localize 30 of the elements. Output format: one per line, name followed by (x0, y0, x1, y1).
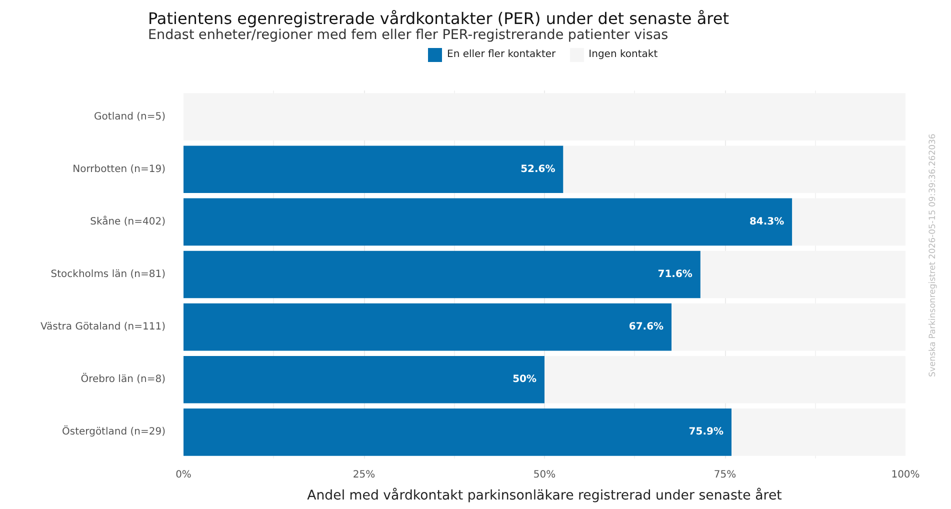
x-tick-label: 75% (714, 470, 736, 480)
data-label: 71.6% (658, 269, 692, 280)
bar (184, 303, 672, 351)
y-tick-label: Stockholms län (n=81) (50, 269, 166, 280)
data-label: 52.6% (520, 164, 556, 175)
data-label: 84.3% (749, 216, 784, 228)
data-label: 67.6% (628, 322, 664, 333)
chart-title: Patientens egenregistrerade vårdkontakter (PER) under det senaste året (148, 8, 729, 28)
x-tick-label: 0% (176, 470, 192, 480)
bar (184, 198, 792, 246)
bar (184, 146, 564, 194)
legend-label: En eller fler kontakter (447, 49, 556, 60)
x-tick-label: 100% (891, 470, 920, 480)
y-tick-label: Gotland (n=5) (94, 111, 166, 122)
y-tick-label: Örebro län (n=8) (80, 372, 166, 386)
legend-label: Ingen kontakt (588, 49, 658, 60)
y-tick-label: Norrbotten (n=19) (72, 164, 166, 175)
bar (184, 250, 700, 298)
x-tick-label: 25% (352, 470, 376, 480)
bar (184, 356, 544, 404)
y-tick-label: Skåne (n=402) (90, 215, 166, 228)
y-tick-label: Östergötland (n=29) (62, 424, 166, 438)
bar (184, 408, 732, 456)
x-axis-title: Andel med vårdkontakt parkinsonläkare registrerad under senaste året (307, 488, 782, 504)
data-label: 50% (512, 374, 536, 386)
text: Svenska Parkinsonregistret 2026-05-15 09:39:36.262036 (927, 132, 939, 379)
x-tick-label: 50% (533, 470, 556, 480)
chart-subtitle: Endast enheter/regioner med fem eller fler PER-registrerande patienter visas (148, 27, 668, 45)
data-label: 75.9% (688, 426, 724, 438)
y-tick-label: Västra Götaland (n=111) (40, 322, 166, 333)
